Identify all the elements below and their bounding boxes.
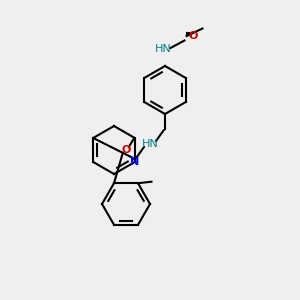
Text: N: N: [130, 157, 140, 167]
Text: O: O: [189, 31, 198, 41]
Text: O: O: [121, 145, 130, 155]
Text: HN: HN: [142, 139, 158, 149]
Text: HN: HN: [155, 44, 172, 55]
